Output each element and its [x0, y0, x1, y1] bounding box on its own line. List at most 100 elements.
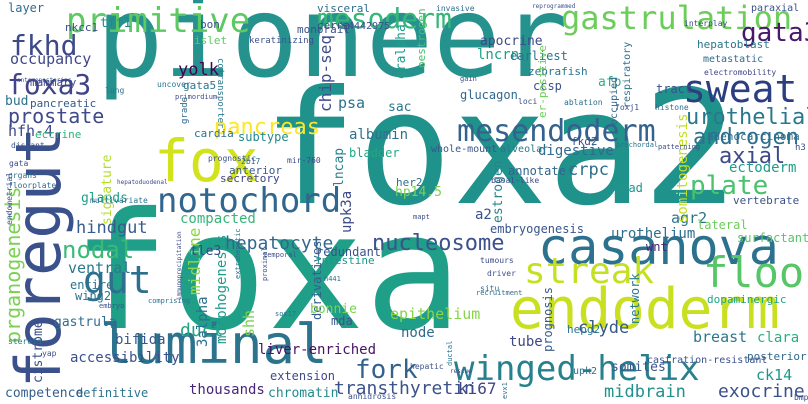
- word: ventral: [68, 259, 132, 277]
- word: bladder: [349, 146, 400, 160]
- word: bud: [5, 94, 29, 109]
- word: interplay: [684, 19, 728, 28]
- word: foxa2: [262, 57, 738, 241]
- word: vertebrate: [733, 194, 800, 207]
- word: apocrine: [480, 34, 543, 49]
- word: h441: [324, 275, 341, 283]
- word: immunoprecipitation: [176, 231, 183, 300]
- word: bon: [200, 18, 220, 31]
- word: bifida: [115, 332, 166, 348]
- word: eccrine: [35, 128, 82, 141]
- word: reprogrammed: [532, 3, 576, 10]
- word: entire: [70, 278, 114, 292]
- word: surfactant: [737, 231, 808, 245]
- word: yolk: [178, 60, 219, 80]
- word: network: [628, 273, 642, 324]
- word: upk3a: [339, 190, 355, 233]
- word: cardia: [194, 127, 234, 140]
- word: fkd2: [571, 135, 598, 148]
- word: ectoderm: [729, 160, 797, 176]
- word: er-positive: [536, 45, 549, 118]
- word: basal-like: [491, 176, 540, 185]
- word: ck14: [756, 366, 793, 384]
- word: gata3: [741, 18, 808, 48]
- word: signature: [100, 154, 115, 225]
- word: hepatocyte: [225, 233, 334, 254]
- word: foxa3: [7, 68, 92, 101]
- word: anteroposterior: [17, 77, 72, 84]
- word: endoderm: [510, 277, 780, 342]
- word: mir-760: [287, 156, 321, 165]
- word: tract: [656, 82, 693, 96]
- word: definitive: [76, 386, 149, 400]
- word: mapt: [413, 213, 430, 221]
- word: wing2: [75, 289, 112, 303]
- word: patterning: [658, 143, 701, 151]
- word: metastatic: [703, 54, 764, 65]
- word: subtype: [238, 130, 289, 144]
- word: somites: [611, 360, 666, 375]
- word: prechordal: [616, 141, 659, 149]
- word: epithelium: [390, 305, 481, 323]
- word: somitogenesis: [675, 113, 691, 223]
- word: winged-helix: [454, 349, 700, 389]
- word: midline: [185, 227, 204, 295]
- word: hp14.5: [395, 185, 442, 200]
- word: evx1: [501, 382, 509, 399]
- word: loci: [518, 97, 538, 106]
- word: lateral: [697, 218, 748, 232]
- word: tumours: [480, 256, 514, 265]
- word: anterior: [229, 164, 282, 177]
- word: respiratory: [622, 41, 633, 108]
- word: floor: [703, 248, 808, 297]
- word: luminal: [100, 313, 328, 376]
- word: digestive: [538, 143, 614, 159]
- word: visceral: [317, 2, 370, 15]
- word: urothelium: [611, 226, 696, 242]
- word: monorail: [297, 23, 350, 36]
- word: pancreatic: [30, 97, 97, 110]
- word: uncover: [157, 80, 191, 89]
- word: pancreas: [214, 115, 320, 140]
- word: duct: [180, 320, 224, 341]
- word: adenocarcinoma: [707, 130, 800, 143]
- word: s4442975: [342, 21, 391, 32]
- word: tle3: [190, 244, 222, 259]
- word: plate: [690, 171, 769, 201]
- word: primitive: [66, 1, 251, 41]
- word: compacted: [180, 211, 256, 227]
- word: situ: [480, 284, 500, 293]
- word: mesendoderm: [457, 114, 656, 149]
- word: alveolar: [500, 144, 549, 155]
- word: fkhd: [10, 29, 78, 62]
- word: competence: [5, 386, 84, 401]
- word: embryogenesis: [490, 222, 584, 236]
- word: hfh-4: [8, 122, 54, 140]
- word: clyde: [578, 318, 630, 338]
- word: intestine: [315, 254, 375, 267]
- word: hepatic: [410, 362, 444, 371]
- word: androgen: [693, 125, 799, 150]
- word: anhidrosis: [348, 392, 397, 401]
- word: invasive: [436, 4, 475, 13]
- word: secretory: [220, 172, 280, 185]
- word: gata: [9, 159, 29, 168]
- word: organs: [8, 171, 37, 180]
- word: driver: [487, 269, 516, 278]
- word: gastrula: [54, 315, 117, 330]
- word: hepg2: [567, 323, 601, 336]
- word: gata5: [183, 79, 217, 92]
- word: extrahepatic: [234, 228, 242, 279]
- word: prognostic: [208, 154, 257, 163]
- word: nkcc1: [65, 21, 99, 34]
- word: notochord: [157, 181, 342, 221]
- word: yap: [42, 349, 57, 358]
- word: mda: [331, 314, 353, 328]
- word: islet: [194, 34, 228, 47]
- word: histone: [655, 103, 689, 112]
- word: dopaminergic: [707, 293, 787, 306]
- word: zebrafish: [528, 65, 588, 78]
- word: exocrine: [718, 381, 805, 402]
- word: comprising: [148, 297, 191, 305]
